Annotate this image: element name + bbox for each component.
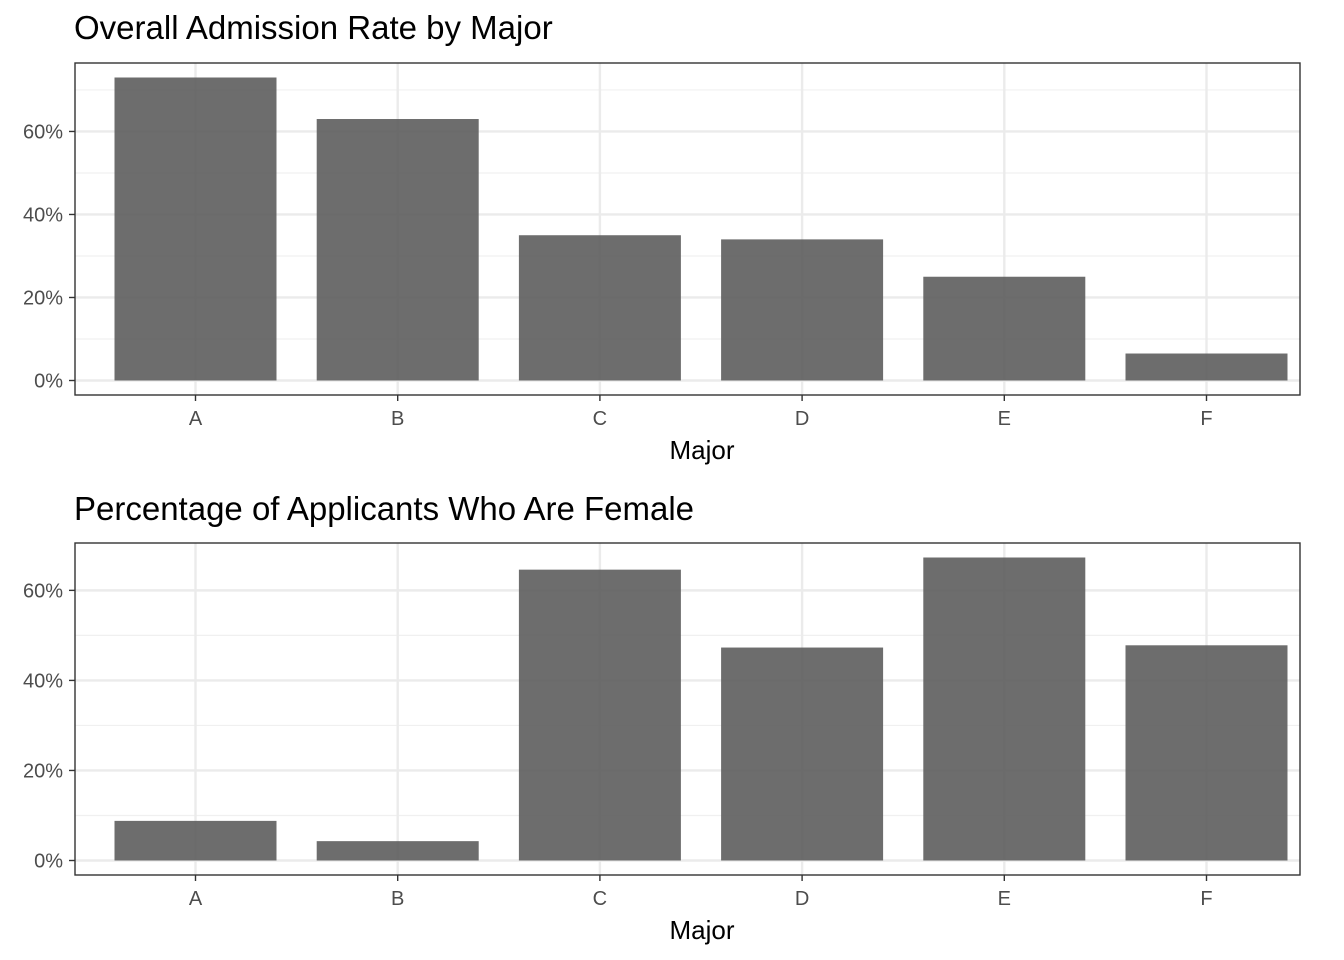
y-tick-label: 40%: [23, 204, 63, 226]
plot-background: [75, 543, 1300, 875]
x-axis-label: Major: [669, 435, 734, 465]
x-tick-label-C: C: [593, 888, 607, 910]
x-tick-label-F: F: [1200, 408, 1212, 430]
plot-background: [75, 63, 1300, 395]
bar-E: [923, 557, 1086, 861]
bar-D: [721, 239, 884, 381]
x-tick-label-E: E: [998, 408, 1011, 430]
bar-B: [316, 841, 479, 861]
plot-border: [74, 62, 1301, 396]
bar-D: [721, 647, 884, 861]
bar-A: [114, 820, 277, 861]
y-tick-label: 20%: [23, 287, 63, 309]
y-tick-label: 20%: [23, 760, 63, 782]
female-applicants-chart: Percentage of Applicants Who Are Female …: [23, 490, 1301, 945]
x-tick-label-B: B: [391, 888, 404, 910]
x-tick-label-E: E: [998, 888, 1011, 910]
bar-E: [923, 276, 1086, 381]
y-tick-label: 60%: [23, 121, 63, 143]
bar-C: [518, 569, 681, 861]
x-tick-label-F: F: [1200, 888, 1212, 910]
chart-title: Overall Admission Rate by Major: [74, 9, 553, 46]
x-tick-label-C: C: [593, 408, 607, 430]
y-tick-label: 40%: [23, 670, 63, 692]
x-tick-label-B: B: [391, 408, 404, 430]
x-tick-label-A: A: [189, 408, 203, 430]
x-tick-label-A: A: [189, 888, 203, 910]
y-tick-label: 0%: [34, 371, 63, 393]
x-axis-label: Major: [669, 915, 734, 945]
plot-border: [74, 542, 1301, 876]
chart-title: Percentage of Applicants Who Are Female: [74, 490, 694, 527]
y-tick-label: 0%: [34, 851, 63, 873]
x-tick-label-D: D: [795, 888, 809, 910]
bar-A: [114, 77, 277, 381]
bar-F: [1125, 645, 1288, 861]
bar-F: [1125, 353, 1288, 381]
x-tick-label-D: D: [795, 408, 809, 430]
bar-B: [316, 119, 479, 381]
admission-rate-chart: Overall Admission Rate by Major Major 0%…: [23, 9, 1301, 465]
bar-C: [518, 235, 681, 381]
y-tick-label: 60%: [23, 580, 63, 602]
